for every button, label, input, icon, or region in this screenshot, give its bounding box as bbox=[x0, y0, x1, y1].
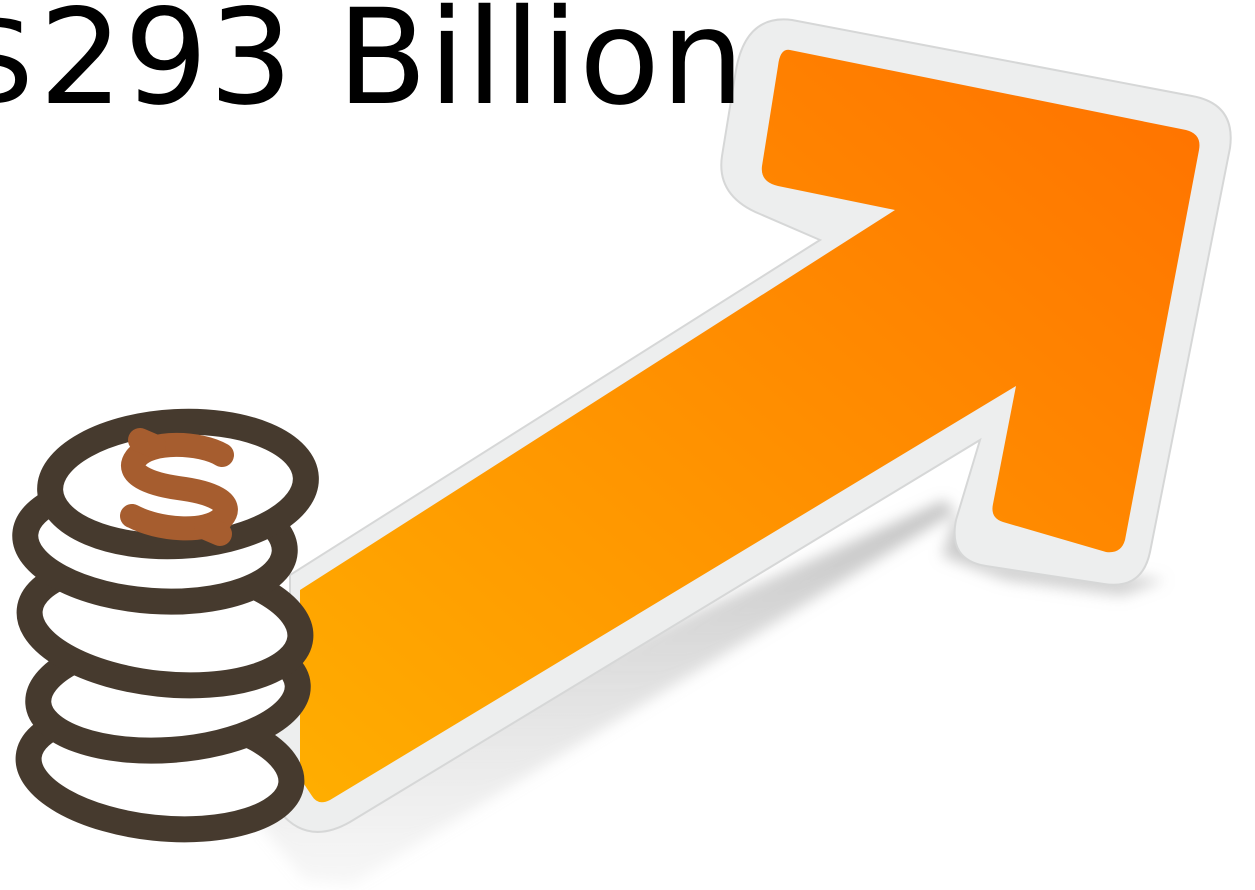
headline-amount: $293 Billion bbox=[0, 0, 746, 135]
upward-trend-arrow-icon bbox=[248, 18, 1232, 833]
coin-stack-icon bbox=[12, 408, 319, 843]
arrow-shadow bbox=[250, 500, 1165, 884]
dollar-sign-icon bbox=[120, 428, 238, 546]
